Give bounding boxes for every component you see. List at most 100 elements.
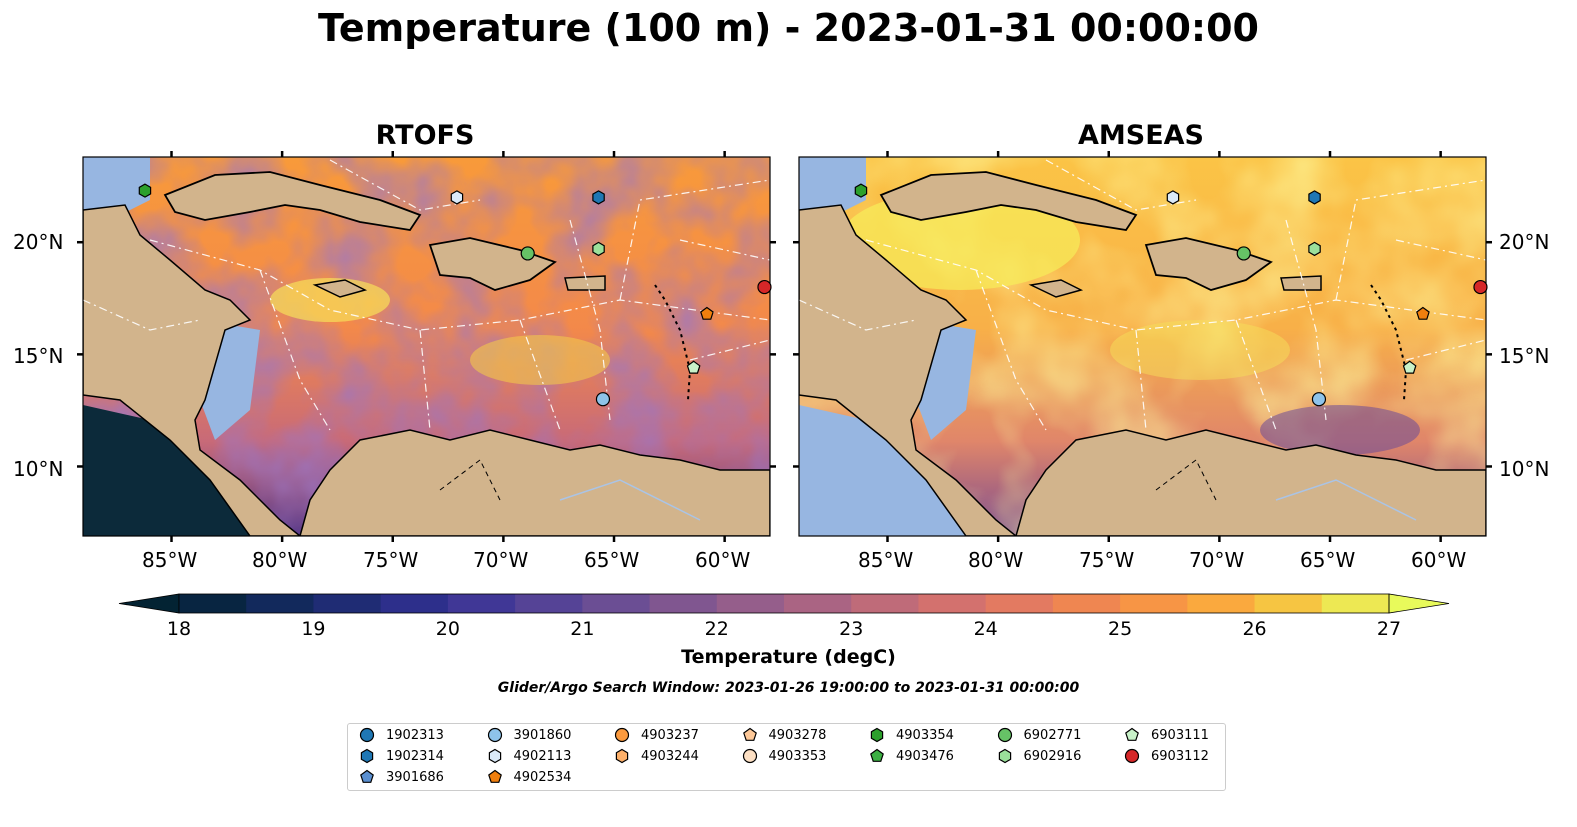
legend-marker — [487, 769, 502, 783]
legend-marker-icon — [360, 748, 374, 764]
lat-tick-15n-right: 15°N — [1499, 344, 1550, 368]
legend-item-4903278: 4903278 — [741, 725, 827, 745]
colorbar-cell — [380, 594, 449, 613]
legend-item-1902313: 1902313 — [358, 725, 444, 745]
panel-title-rtofs: RTOFS — [375, 120, 475, 151]
legend-marker-icon — [359, 727, 375, 743]
legend-item-4903353: 4903353 — [741, 746, 827, 766]
colorbar-cell — [1187, 594, 1256, 613]
map-panels — [77, 151, 1492, 542]
legend-marker-icon — [1125, 727, 1139, 741]
colorbar-cell — [1052, 594, 1121, 613]
legend-label: 4903354 — [896, 727, 954, 743]
colorbar-cell — [851, 594, 919, 613]
float-marker-6903111 — [686, 360, 701, 374]
colorbar-cell — [179, 594, 247, 613]
legend-item-4903237: 4903237 — [613, 725, 699, 745]
lon-tick-80w-right: 80°W — [968, 548, 1024, 572]
colorbar-tick-label: 27 — [1376, 618, 1402, 640]
legend-item-3901860: 3901860 — [486, 725, 572, 745]
legend-marker — [742, 748, 757, 764]
lat-tick-10n-left: 10°N — [13, 457, 64, 481]
legend-marker — [742, 727, 757, 741]
colorbar-tick-label: 23 — [839, 618, 864, 640]
lon-tick-70w-left: 70°W — [473, 548, 529, 572]
legend-item-3901686: 3901686 — [358, 767, 444, 787]
colorbar-tick-label: 21 — [570, 618, 595, 640]
legend-item-4903476: 4903476 — [868, 746, 954, 766]
legend-marker-icon — [1124, 748, 1140, 764]
lat-tick-15n-left: 15°N — [13, 344, 64, 368]
colorbar-extend-high — [1388, 593, 1450, 614]
legend-label: 3901686 — [386, 769, 444, 785]
legend-marker-icon — [997, 727, 1012, 743]
legend-marker — [870, 748, 884, 762]
colorbar-tick-label: 24 — [973, 618, 998, 640]
legend-marker-icon — [488, 748, 501, 764]
float-marker-6903112 — [1473, 279, 1488, 295]
float-marker-4902534 — [700, 306, 714, 320]
colorbar-cell — [1254, 594, 1323, 613]
legend-marker — [360, 769, 374, 783]
legend-item-4903244: 4903244 — [613, 746, 699, 766]
map-amseas — [799, 157, 1486, 536]
legend-marker-icon — [615, 748, 629, 764]
colorbar-cell — [716, 594, 785, 613]
legend-marker-icon — [870, 727, 884, 743]
legend-marker-icon — [742, 727, 757, 741]
float-marker-6903112 — [757, 279, 772, 295]
legend-label: 1902314 — [386, 748, 444, 764]
legend-label: 4902534 — [513, 769, 572, 785]
colorbar-cell — [246, 594, 314, 613]
legend-marker-icon — [870, 748, 884, 762]
legend-label: 6902916 — [1023, 748, 1082, 764]
legend-marker-icon — [614, 727, 630, 743]
colorbar-cell — [918, 594, 987, 613]
colorbar-cell — [313, 594, 382, 613]
lon-tick-75w-left: 75°W — [363, 548, 419, 572]
legend-label: 6902771 — [1023, 727, 1082, 743]
colorbar-cell — [784, 594, 852, 613]
legend-item-4903354: 4903354 — [868, 725, 954, 745]
colorbar-cell — [649, 594, 718, 613]
legend-label: 4903278 — [768, 727, 827, 743]
legend-item-6903111: 6903111 — [1123, 725, 1209, 745]
legend-item-6902771: 6902771 — [996, 725, 1082, 745]
lon-tick-75w-right: 75°W — [1079, 548, 1135, 572]
legend-marker — [1125, 727, 1139, 741]
colorbar-cell — [515, 594, 583, 613]
legend-label: 4903353 — [768, 748, 827, 764]
float-marker-6902916 — [592, 241, 605, 257]
colorbar-tick-label: 18 — [166, 618, 192, 640]
float-marker-3901860 — [1311, 392, 1327, 407]
colorbar-tick-label: 20 — [435, 618, 460, 640]
legend-marker — [615, 748, 629, 764]
legend-marker-icon — [742, 748, 757, 764]
float-marker-4903354 — [854, 183, 868, 198]
colorbar-label: Temperature (degC) — [681, 646, 896, 668]
legend-label: 4903237 — [641, 727, 699, 743]
colorbar-ticks: 18 19 20 21 22 23 24 25 26 27 — [0, 618, 1577, 644]
float-marker-6902771 — [520, 246, 535, 261]
legend-marker — [998, 748, 1011, 764]
legend-marker — [360, 748, 374, 764]
float-marker-3901860 — [595, 392, 611, 407]
float-marker-6902771 — [1236, 246, 1251, 261]
lat-tick-20n-left: 20°N — [13, 230, 64, 254]
lon-tick-65w-left: 65°W — [584, 548, 640, 572]
float-marker-1902314 — [592, 190, 605, 205]
legend-label: 1902313 — [386, 727, 444, 743]
legend-label: 4903476 — [896, 748, 954, 764]
legend-marker — [1124, 748, 1140, 764]
colorbar-cell — [582, 594, 651, 613]
legend-label: 3901860 — [513, 727, 572, 743]
colorbar-tick-label: 19 — [301, 618, 326, 640]
lon-tick-70w-right: 70°W — [1189, 548, 1245, 572]
lon-tick-85w-right: 85°W — [858, 548, 914, 572]
legend-label: 4902113 — [513, 748, 572, 764]
lon-tick-60w-left: 60°W — [695, 548, 751, 572]
search-window-text: Glider/Argo Search Window: 2023-01-26 19… — [497, 680, 1080, 696]
lon-tick-85w-left: 85°W — [142, 548, 198, 572]
lon-tick-80w-left: 80°W — [252, 548, 308, 572]
colorbar-tick-label: 22 — [704, 618, 729, 640]
